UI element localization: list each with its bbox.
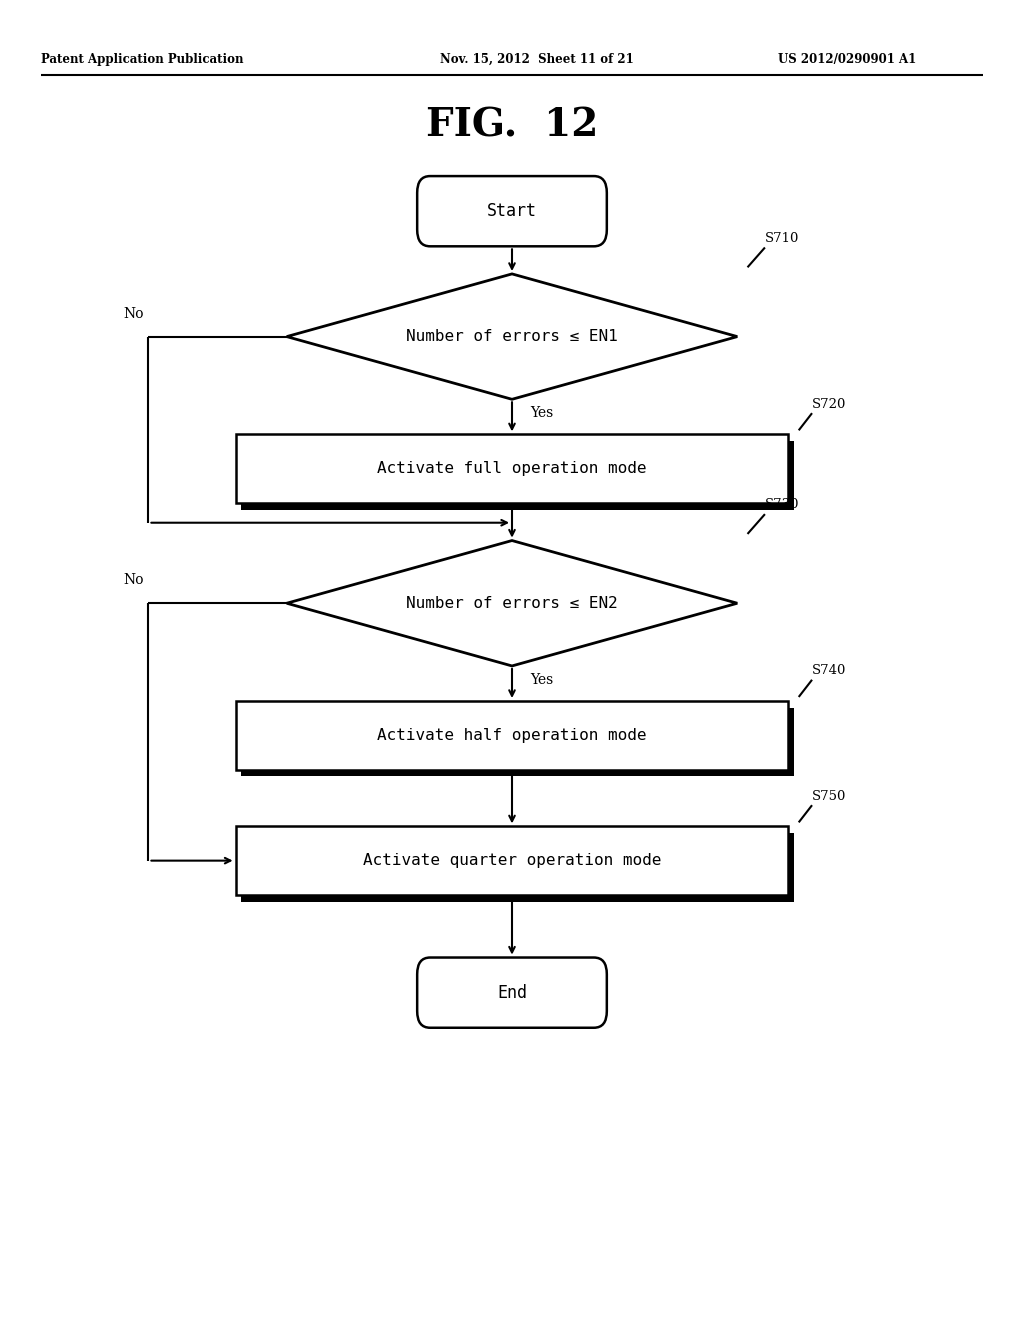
Text: Number of errors ≤ EN1: Number of errors ≤ EN1 [407, 329, 617, 345]
Text: Number of errors ≤ EN2: Number of errors ≤ EN2 [407, 595, 617, 611]
Text: S710: S710 [765, 232, 800, 244]
Text: Activate half operation mode: Activate half operation mode [377, 727, 647, 743]
Text: S720: S720 [812, 397, 847, 411]
Text: S730: S730 [765, 499, 800, 511]
Polygon shape [287, 275, 737, 399]
Text: FIG.  12: FIG. 12 [426, 107, 598, 144]
Text: No: No [123, 306, 143, 321]
FancyBboxPatch shape [417, 957, 607, 1028]
Text: Nov. 15, 2012  Sheet 11 of 21: Nov. 15, 2012 Sheet 11 of 21 [440, 53, 634, 66]
Text: End: End [497, 983, 527, 1002]
Text: Start: Start [487, 202, 537, 220]
Text: Yes: Yes [530, 672, 554, 686]
FancyBboxPatch shape [241, 833, 794, 902]
FancyBboxPatch shape [417, 176, 607, 247]
Text: Patent Application Publication: Patent Application Publication [41, 53, 244, 66]
Text: Yes: Yes [530, 407, 554, 420]
FancyBboxPatch shape [236, 701, 788, 770]
FancyBboxPatch shape [236, 826, 788, 895]
FancyBboxPatch shape [241, 441, 794, 510]
FancyBboxPatch shape [236, 434, 788, 503]
FancyBboxPatch shape [241, 708, 794, 776]
Text: S740: S740 [812, 664, 847, 677]
Polygon shape [287, 541, 737, 665]
Text: Activate quarter operation mode: Activate quarter operation mode [362, 853, 662, 869]
Text: Activate full operation mode: Activate full operation mode [377, 461, 647, 477]
Text: No: No [123, 573, 143, 587]
Text: S750: S750 [812, 789, 847, 803]
Text: US 2012/0290901 A1: US 2012/0290901 A1 [778, 53, 916, 66]
